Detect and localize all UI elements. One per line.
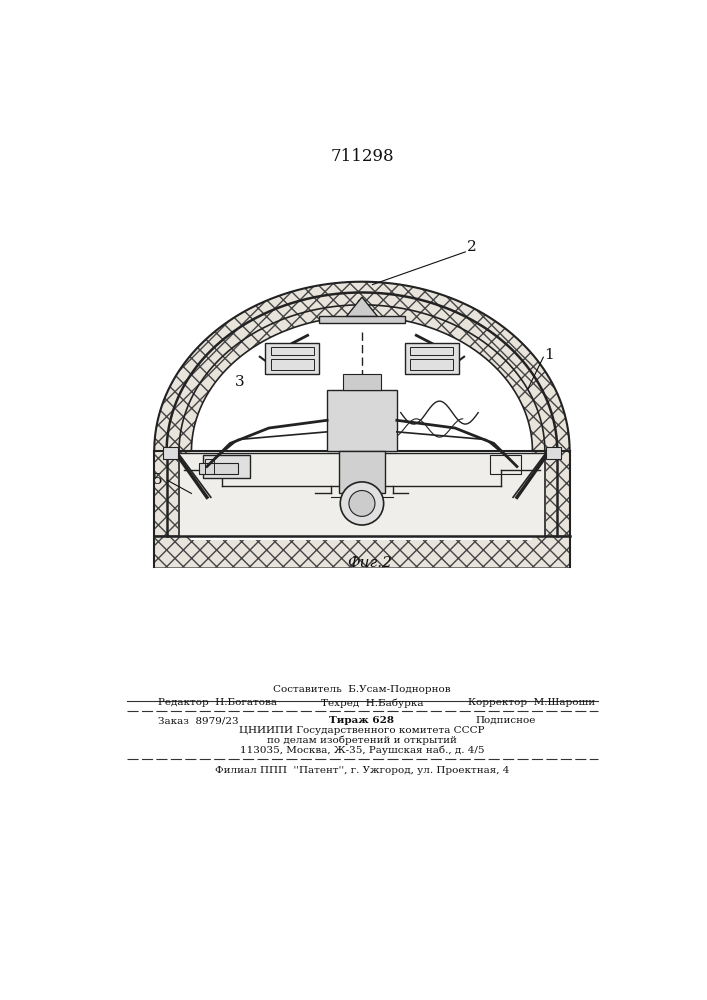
Text: 5: 5 <box>153 473 162 487</box>
Text: Подписное: Подписное <box>476 716 536 725</box>
Bar <box>203 455 250 478</box>
Circle shape <box>340 482 384 525</box>
Polygon shape <box>154 282 570 536</box>
Bar <box>271 347 314 355</box>
Text: Составитель  Б.Усам-Поднорнов: Составитель Б.Усам-Поднорнов <box>273 685 451 694</box>
Text: Филиал ППП  ''Патент'', г. Ужгород, ул. Проектная, 4: Филиал ППП ''Патент'', г. Ужгород, ул. П… <box>215 766 509 775</box>
Text: Тираж 628: Тираж 628 <box>329 716 395 725</box>
Bar <box>163 447 178 459</box>
Text: Корректор  М.Шароши: Корректор М.Шароши <box>468 698 595 707</box>
Bar <box>490 455 521 474</box>
Text: 2: 2 <box>467 240 477 254</box>
Circle shape <box>349 491 375 516</box>
Text: Техред  Н.Бабурка: Техред Н.Бабурка <box>321 698 423 708</box>
Text: по делам изобретений и открытий: по делам изобретений и открытий <box>267 736 457 745</box>
Bar <box>178 453 546 536</box>
Text: Редактор  Н.Богатова: Редактор Н.Богатова <box>158 698 277 707</box>
Bar <box>192 451 532 540</box>
Bar <box>271 359 314 370</box>
Bar <box>404 343 459 374</box>
Bar <box>265 343 320 374</box>
Bar <box>339 451 385 493</box>
Polygon shape <box>192 316 532 451</box>
Bar <box>327 389 397 451</box>
Bar <box>546 447 561 459</box>
Text: 3: 3 <box>235 375 245 389</box>
Bar <box>410 359 453 370</box>
Bar <box>204 459 214 474</box>
Polygon shape <box>154 536 570 567</box>
Text: 1: 1 <box>544 348 554 362</box>
Bar <box>320 316 404 323</box>
Polygon shape <box>346 297 378 316</box>
Bar <box>343 374 381 389</box>
Bar <box>410 347 453 355</box>
Text: Заказ  8979/23: Заказ 8979/23 <box>158 716 239 725</box>
Text: 113035, Москва, Ж-35, Раушская наб., д. 4/5: 113035, Москва, Ж-35, Раушская наб., д. … <box>240 746 484 755</box>
Text: 711298: 711298 <box>330 148 394 165</box>
Text: ЦНИИПИ Государственного комитета СССР: ЦНИИПИ Государственного комитета СССР <box>239 726 485 735</box>
Bar <box>199 463 238 474</box>
Text: Фиг.2: Фиг.2 <box>347 556 392 570</box>
